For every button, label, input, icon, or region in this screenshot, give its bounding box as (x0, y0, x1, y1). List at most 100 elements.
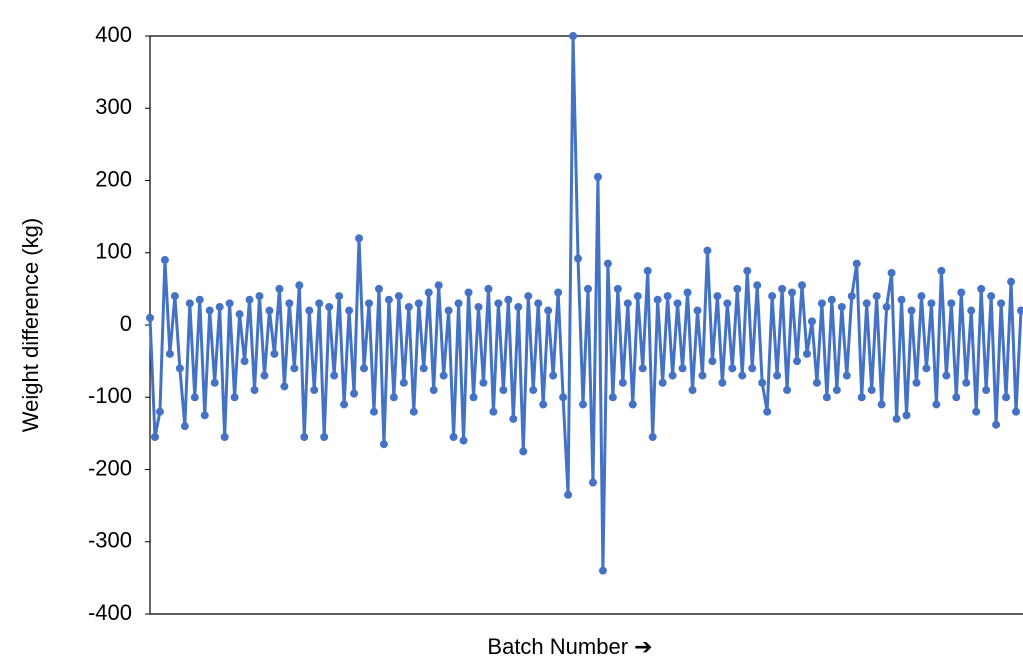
data-point (593, 172, 602, 181)
data-point (409, 407, 418, 416)
data-point (345, 306, 354, 315)
data-point (583, 284, 592, 293)
data-point (852, 259, 861, 268)
data-point (160, 255, 169, 264)
data-point (549, 371, 558, 380)
data-point (773, 371, 782, 380)
data-point (743, 266, 752, 275)
y-tick-label: -400 (88, 600, 132, 625)
data-point (539, 400, 548, 409)
data-point (1012, 407, 1021, 416)
data-point (285, 299, 294, 308)
data-point (514, 302, 523, 311)
data-point (817, 299, 826, 308)
data-point (419, 364, 428, 373)
data-point (215, 302, 224, 311)
data-point (778, 284, 787, 293)
data-point (185, 299, 194, 308)
data-point (713, 292, 722, 301)
data-point (494, 299, 503, 308)
data-point (439, 371, 448, 380)
data-point (668, 371, 677, 380)
data-point (474, 302, 483, 311)
data-point (733, 284, 742, 293)
data-point (509, 414, 518, 423)
y-tick-label: 400 (95, 22, 132, 47)
data-point (369, 407, 378, 416)
data-point (340, 400, 349, 409)
data-point (325, 302, 334, 311)
data-point (1007, 277, 1016, 286)
data-point (902, 411, 911, 420)
data-point (613, 284, 622, 293)
data-point (842, 371, 851, 380)
data-point (982, 386, 991, 395)
data-point (255, 292, 264, 301)
data-point (544, 306, 553, 315)
data-point (434, 281, 443, 290)
data-point (484, 284, 493, 293)
data-point (300, 432, 309, 441)
data-point (394, 292, 403, 301)
data-point (524, 292, 533, 301)
data-point (857, 393, 866, 402)
data-point (564, 490, 573, 499)
data-point (912, 378, 921, 387)
data-point (265, 306, 274, 315)
data-point (807, 317, 816, 326)
data-point (688, 386, 697, 395)
data-point (310, 386, 319, 395)
data-point (678, 364, 687, 373)
data-point (295, 281, 304, 290)
data-point (922, 364, 931, 373)
data-point (464, 288, 473, 297)
data-point (822, 393, 831, 402)
data-point (783, 386, 792, 395)
data-point (379, 440, 388, 449)
data-point (1002, 393, 1011, 402)
data-point (499, 386, 508, 395)
data-point (315, 299, 324, 308)
data-point (643, 266, 652, 275)
data-point (364, 299, 373, 308)
data-point (429, 386, 438, 395)
data-point (608, 393, 617, 402)
data-point (947, 299, 956, 308)
data-point (598, 566, 607, 575)
data-point (812, 378, 821, 387)
data-point (942, 371, 951, 380)
data-point (280, 382, 289, 391)
data-point (330, 371, 339, 380)
y-tick-label: 0 (120, 311, 132, 336)
data-point (977, 284, 986, 293)
data-point (355, 234, 364, 243)
data-point (802, 349, 811, 358)
data-point (728, 364, 737, 373)
y-tick-label: 100 (95, 239, 132, 264)
data-point (663, 292, 672, 301)
data-point (753, 281, 762, 290)
data-point (275, 284, 284, 293)
data-point (335, 292, 344, 301)
data-point (703, 246, 712, 255)
data-point (389, 393, 398, 402)
data-point (907, 306, 916, 315)
data-point (882, 302, 891, 311)
data-point (832, 386, 841, 395)
data-point (180, 422, 189, 431)
data-point (972, 407, 981, 416)
y-tick-label: -200 (88, 455, 132, 480)
data-point (559, 393, 568, 402)
data-point (444, 306, 453, 315)
data-point (997, 299, 1006, 308)
data-point (708, 357, 717, 366)
data-point (588, 478, 597, 487)
data-point (504, 295, 513, 304)
data-point (529, 386, 538, 395)
data-point (738, 371, 747, 380)
data-point (658, 378, 667, 387)
data-point (245, 295, 254, 304)
data-point (170, 292, 179, 301)
data-point (877, 400, 886, 409)
